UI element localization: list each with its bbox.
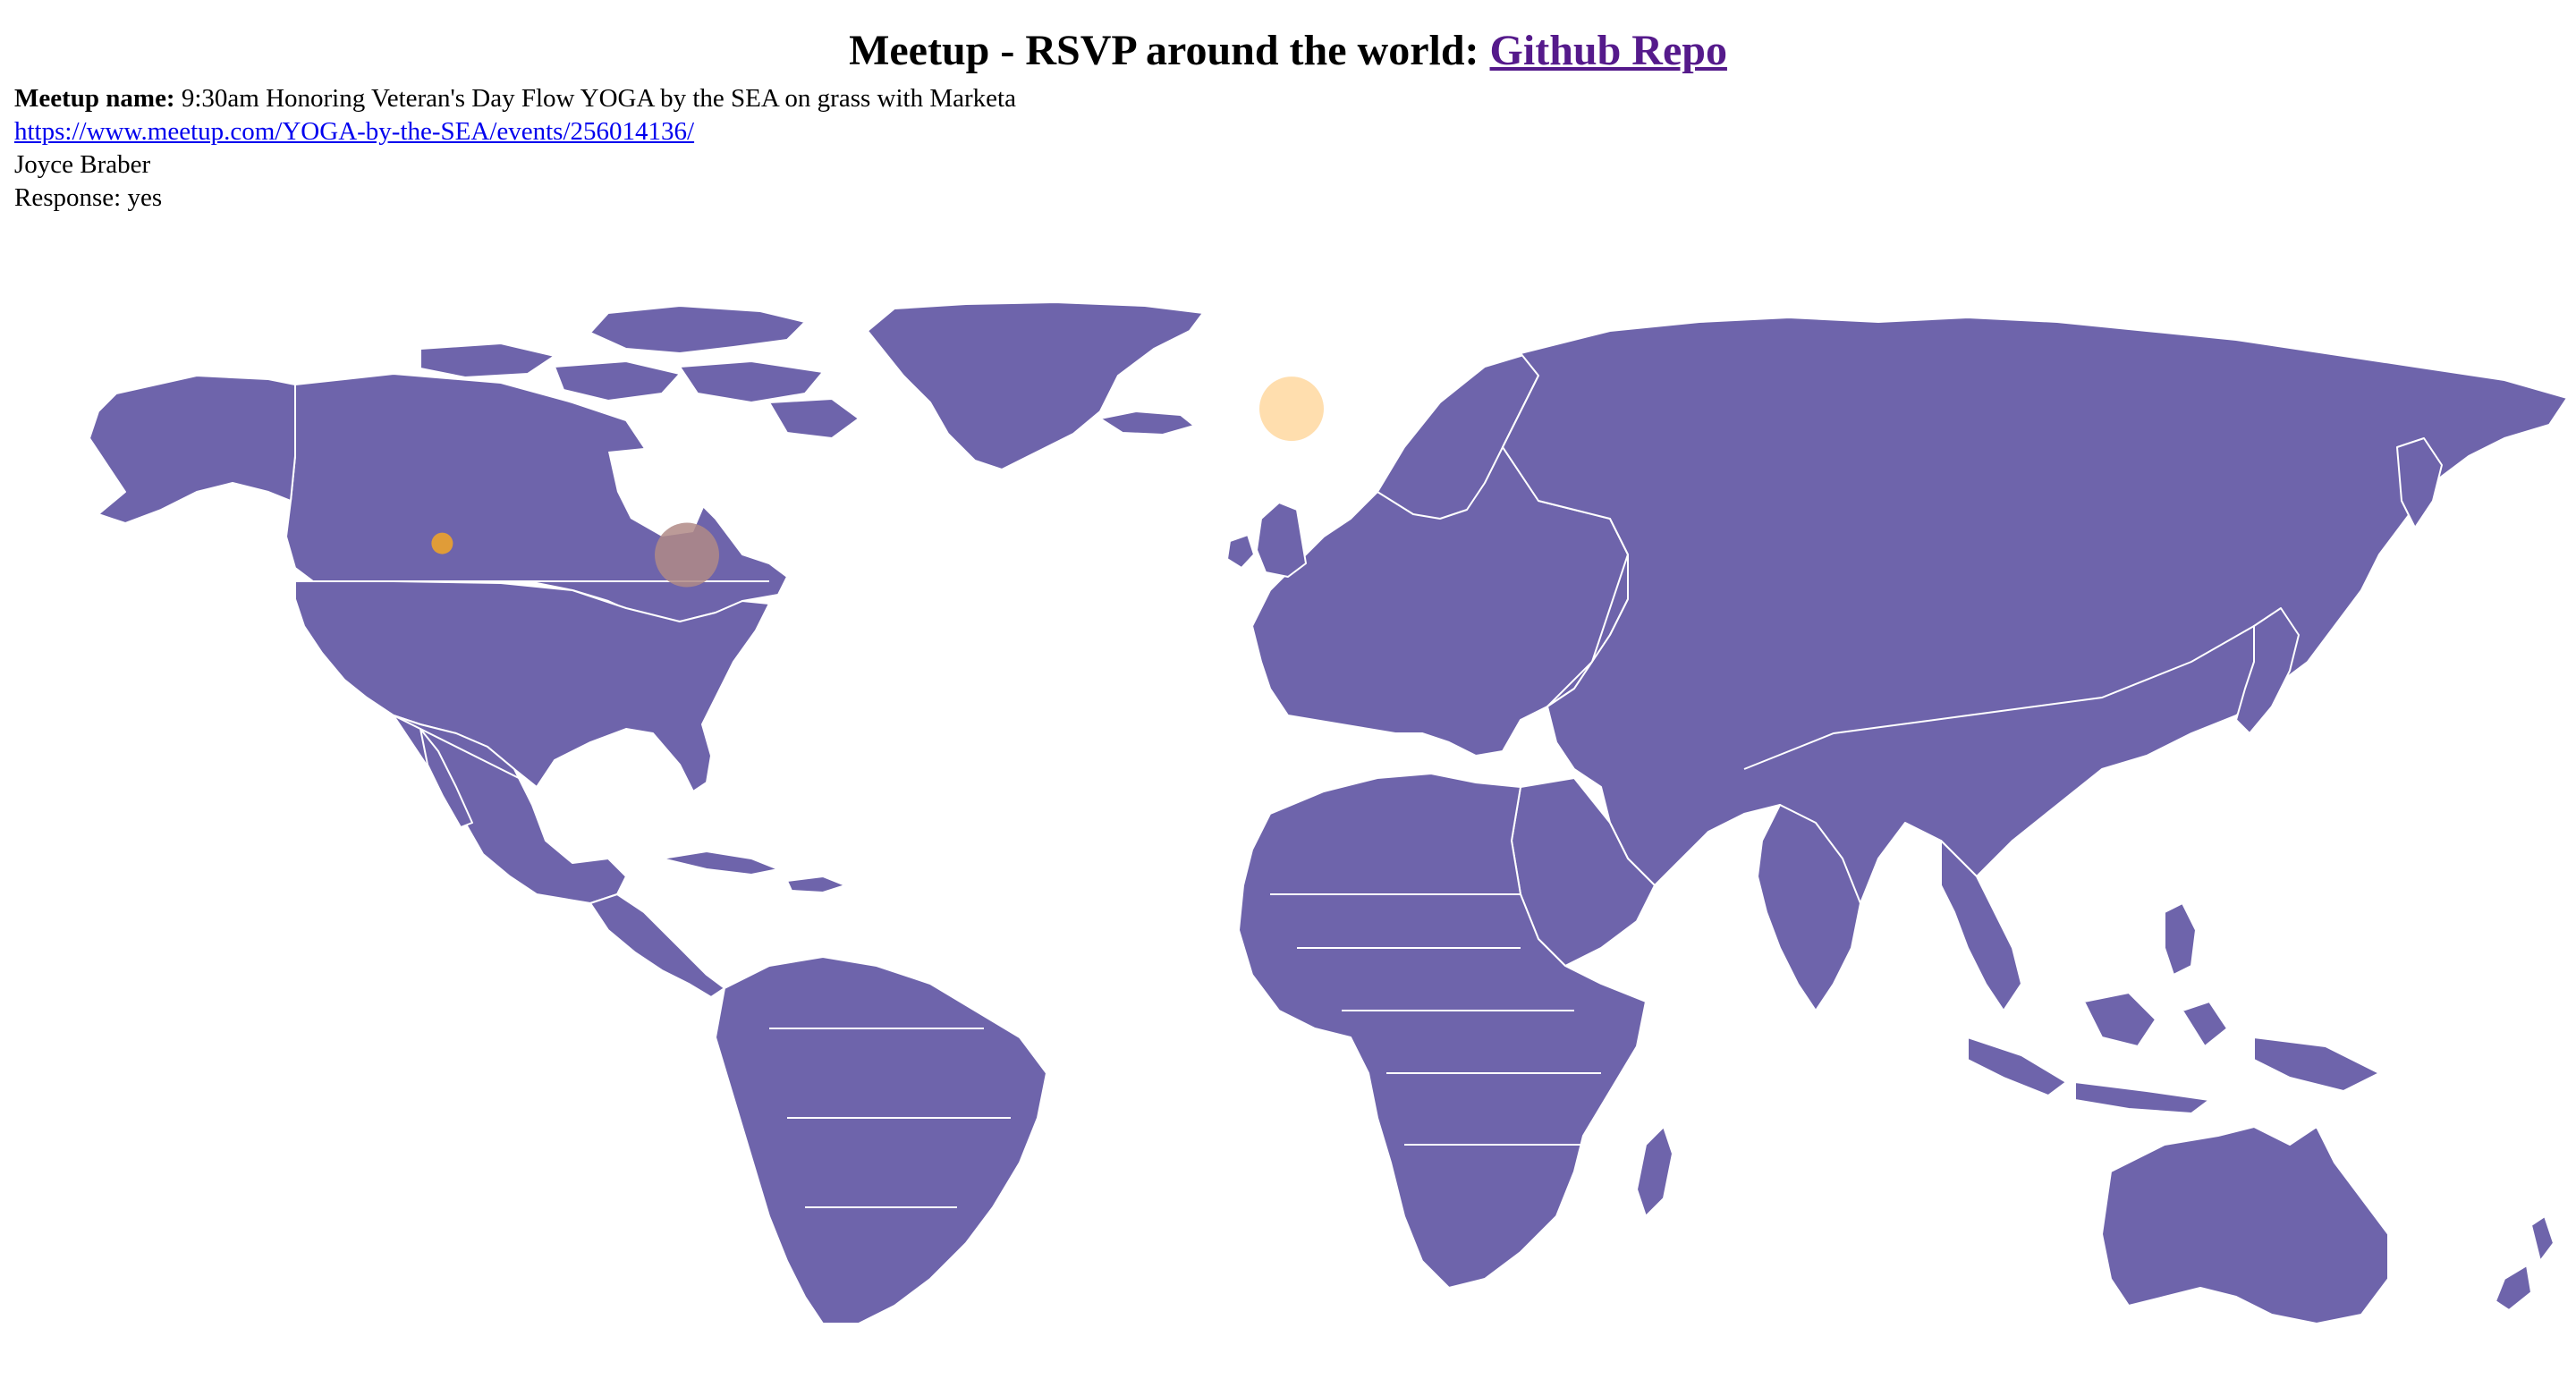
rsvp-marker-southeast-usa[interactable] <box>655 522 719 588</box>
page-title-text: Meetup - RSVP around the world: <box>849 27 1479 74</box>
country-iceland <box>1099 410 1195 436</box>
country-usa <box>294 580 770 792</box>
country-japan <box>2235 607 2300 734</box>
world-map-svg <box>89 301 2568 1324</box>
meetup-name-line: Meetup name: 9:30am Honoring Veteran's D… <box>14 82 1016 115</box>
border-china <box>1743 625 2255 770</box>
region-kamchatka <box>2396 437 2443 529</box>
meetup-event-link-line: https://www.meetup.com/YOGA-by-the-SEA/e… <box>14 115 1016 148</box>
border-usa-mexico <box>393 715 538 788</box>
region-southeast-asia <box>1940 840 2022 1011</box>
country-ireland <box>1226 534 1255 569</box>
country-uk <box>1256 502 1307 578</box>
border-europe-asia <box>1546 554 1629 707</box>
country-india <box>1757 804 1861 1011</box>
world-map <box>0 268 2576 1324</box>
region-south-america <box>715 956 1047 1324</box>
meetup-event-name: 9:30am Honoring Veteran's Day Flow YOGA … <box>181 84 1016 113</box>
meetup-name-label: Meetup name: <box>14 84 175 113</box>
member-name: Joyce Braber <box>14 150 151 179</box>
country-canada-islands <box>419 305 860 439</box>
country-greenland <box>867 301 1204 470</box>
hudson-bay <box>608 447 707 537</box>
meetup-event-link[interactable]: https://www.meetup.com/YOGA-by-the-SEA/e… <box>14 117 695 146</box>
border-south-america <box>769 1028 1011 1208</box>
country-philippines <box>2164 902 2197 976</box>
github-repo-link[interactable]: Github Repo <box>1489 27 1727 74</box>
country-usa-alaska <box>89 375 296 524</box>
region-indonesia <box>1967 992 2380 1114</box>
region-central-america <box>589 893 725 998</box>
country-new-zealand <box>2495 1215 2555 1311</box>
region-africa <box>1238 773 1647 1289</box>
region-asia <box>1502 317 2568 904</box>
border-africa-north <box>1270 893 1601 1146</box>
rsvp-marker-los-angeles[interactable] <box>431 532 453 554</box>
page-title: Meetup - RSVP around the world: Github R… <box>0 25 2576 77</box>
rsvp-marker-london[interactable] <box>1259 376 1324 442</box>
country-mexico-baja <box>419 728 473 828</box>
rsvp-info-panel: Meetup name: 9:30am Honoring Veteran's D… <box>14 82 1016 215</box>
rsvp-response: Response: yes <box>14 183 163 212</box>
country-madagascar <box>1636 1126 1674 1217</box>
rsvp-markers <box>431 376 1324 588</box>
country-cuba <box>661 850 779 876</box>
country-australia <box>2101 1126 2389 1324</box>
country-hispaniola <box>786 876 846 893</box>
